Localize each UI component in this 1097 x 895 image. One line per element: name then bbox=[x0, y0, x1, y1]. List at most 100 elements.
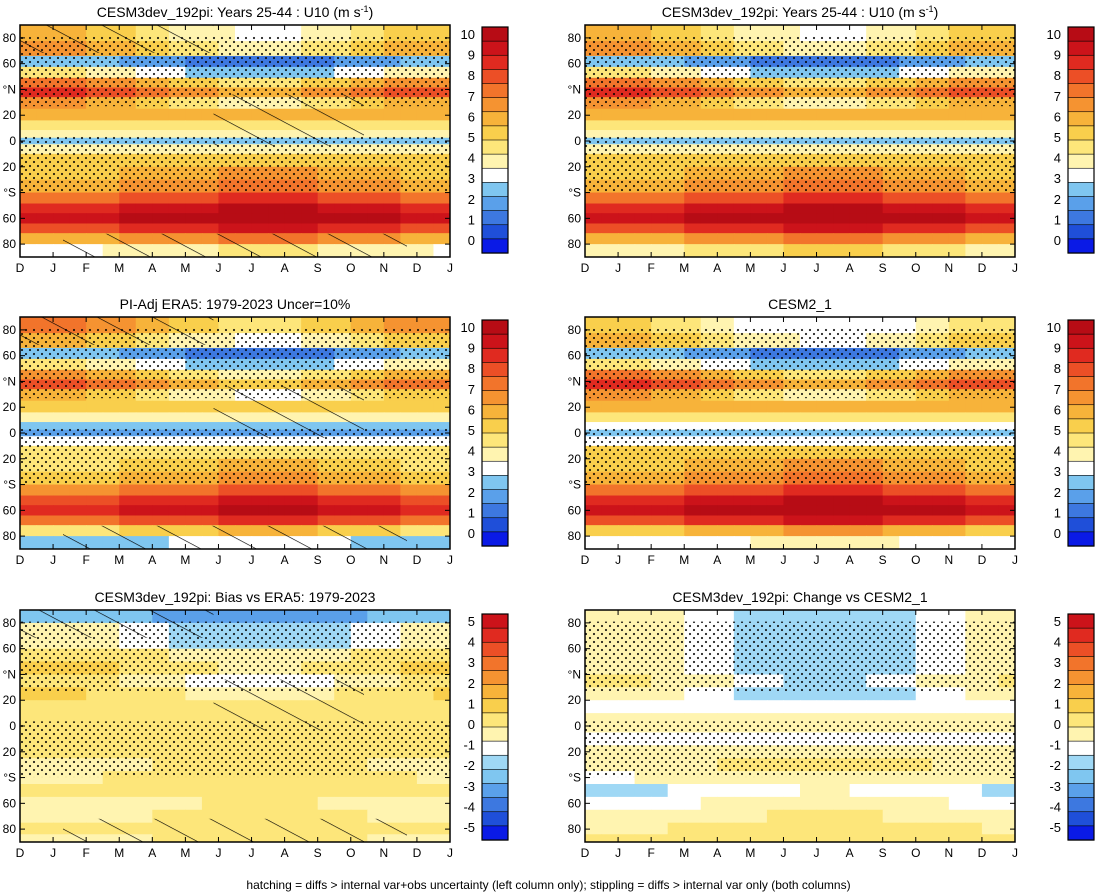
field-cell bbox=[733, 784, 751, 798]
field-cell bbox=[816, 422, 834, 431]
field-cell bbox=[684, 484, 702, 497]
colorbar-label: 9 bbox=[1054, 48, 1061, 63]
field-cell bbox=[53, 784, 71, 798]
field-cell bbox=[998, 505, 1015, 517]
field-cell bbox=[783, 505, 801, 517]
field-cell bbox=[618, 422, 636, 431]
field-cell bbox=[367, 484, 385, 497]
field-cell bbox=[383, 120, 401, 131]
field-cell bbox=[416, 525, 435, 537]
field-cell bbox=[684, 515, 702, 526]
field-cell bbox=[416, 400, 435, 413]
field-cell bbox=[932, 505, 950, 517]
colorbar-swatch bbox=[1067, 319, 1095, 335]
field-cell bbox=[601, 203, 619, 214]
y-tick-label: 80 bbox=[3, 616, 17, 630]
field-cell bbox=[948, 784, 966, 798]
field-cell bbox=[783, 213, 801, 225]
field-cell bbox=[998, 120, 1015, 131]
field-cell bbox=[816, 233, 834, 245]
x-tick-label: D bbox=[581, 261, 590, 275]
x-tick-label: A bbox=[713, 553, 721, 567]
field-cell bbox=[766, 422, 785, 431]
field-cell bbox=[833, 223, 851, 234]
field-cell bbox=[185, 213, 203, 225]
field-cell bbox=[849, 784, 867, 798]
field-cell bbox=[965, 233, 983, 245]
colorbar-label: 2 bbox=[468, 192, 475, 207]
field-cell bbox=[733, 505, 751, 517]
colorbar-swatch bbox=[1067, 460, 1095, 476]
field-cell bbox=[601, 422, 619, 431]
field-cell bbox=[783, 610, 801, 624]
field-cell bbox=[750, 203, 768, 214]
field-cell bbox=[585, 515, 603, 526]
field-cell bbox=[965, 796, 983, 811]
field-cell bbox=[20, 422, 38, 431]
field-cell bbox=[119, 700, 137, 714]
field-cell bbox=[317, 784, 335, 798]
x-tick-label: J bbox=[615, 846, 621, 860]
field-cell bbox=[601, 610, 619, 624]
field-cell bbox=[915, 713, 933, 724]
colorbar-label: 5 bbox=[1054, 423, 1061, 438]
field-cell bbox=[634, 536, 652, 549]
colorbar-swatch bbox=[481, 167, 509, 183]
chart-panel-6: CESM3dev_192pi: Change vs CESM2_1 80 60 °N 2… bbox=[568, 589, 1095, 860]
field-cell bbox=[235, 796, 253, 811]
field-cell bbox=[53, 484, 71, 497]
field-cell bbox=[932, 515, 950, 526]
field-cell bbox=[981, 784, 1000, 798]
field-cell bbox=[667, 422, 685, 431]
field-cell bbox=[284, 192, 302, 205]
colorbar-label: 0 bbox=[468, 233, 475, 248]
field-cell bbox=[585, 484, 603, 497]
x-tick-label: F bbox=[82, 553, 89, 567]
field-cell bbox=[783, 700, 801, 714]
field-cell bbox=[700, 108, 718, 121]
colorbar-swatch bbox=[481, 475, 509, 491]
field-cell bbox=[717, 796, 735, 811]
field-cell bbox=[585, 610, 603, 624]
colorbar-label: 0 bbox=[468, 526, 475, 541]
x-tick-label: F bbox=[82, 261, 89, 275]
field-cell bbox=[800, 203, 818, 214]
field-cell bbox=[20, 796, 38, 811]
field-cell bbox=[667, 130, 685, 139]
chart-panel-3: PI-Adj ERA5: 1979-2023 Uncer=10%8060°N20… bbox=[3, 296, 509, 567]
field-cell bbox=[317, 223, 335, 234]
field-cell bbox=[816, 796, 834, 811]
field-cell bbox=[102, 203, 120, 214]
field-cell bbox=[849, 213, 867, 225]
field-cell bbox=[882, 400, 900, 413]
field-cell bbox=[168, 213, 186, 225]
field-cell bbox=[849, 484, 867, 497]
field-cell bbox=[684, 796, 702, 811]
colorbar: 5 4 3 2 1 0 -1 -2 -3 -4 -5 bbox=[463, 613, 509, 841]
colorbar-label: 0 bbox=[1054, 233, 1061, 248]
field-cell bbox=[882, 610, 900, 624]
x-tick-label: J bbox=[249, 261, 255, 275]
colorbar-swatch bbox=[1067, 182, 1095, 198]
field-cell bbox=[433, 834, 450, 842]
colorbar-swatch bbox=[1067, 224, 1095, 240]
field-cell bbox=[800, 610, 818, 624]
field-cell bbox=[700, 400, 718, 413]
field-cell bbox=[86, 784, 104, 798]
field-cell bbox=[684, 822, 702, 835]
field-cell bbox=[20, 713, 38, 724]
field-cell bbox=[317, 192, 335, 205]
x-tick-label: M bbox=[679, 553, 689, 567]
field-cell bbox=[20, 203, 38, 214]
field-cell bbox=[750, 536, 768, 549]
field-cell bbox=[334, 203, 352, 214]
field-cell bbox=[69, 108, 87, 121]
field-cell bbox=[20, 525, 38, 537]
x-tick-label: M bbox=[114, 846, 124, 860]
field-cell bbox=[20, 536, 38, 549]
colorbar-label: 7 bbox=[1054, 382, 1061, 397]
field-cell bbox=[766, 108, 785, 121]
field-cell bbox=[833, 525, 851, 537]
field-cell bbox=[601, 784, 619, 798]
field-cell bbox=[601, 120, 619, 131]
